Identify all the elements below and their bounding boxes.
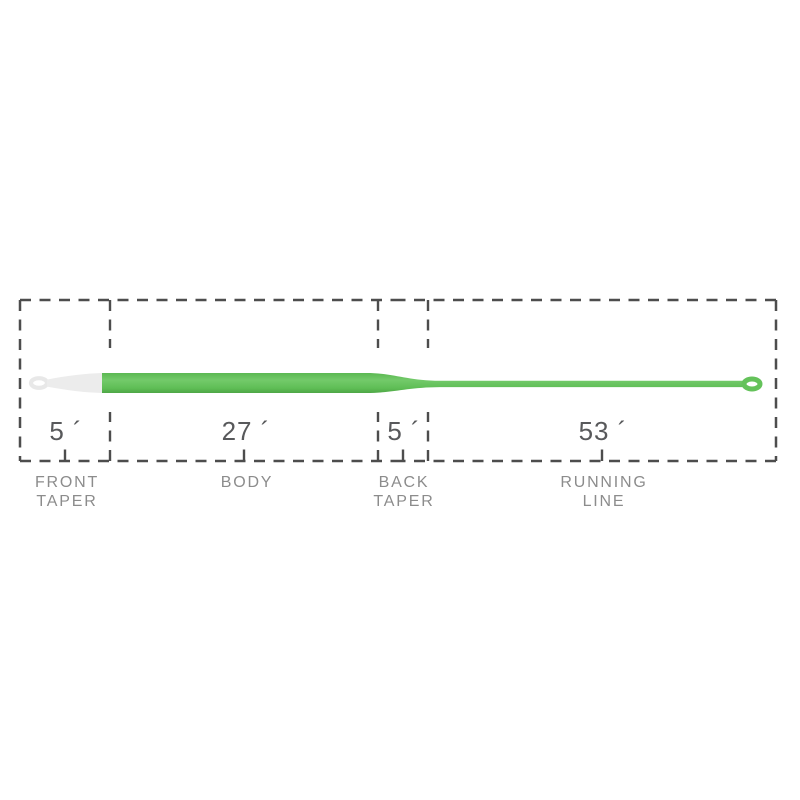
center-ticks — [63, 449, 604, 461]
front-taper-segment — [47, 373, 103, 393]
back-taper-length: 5 ´ — [387, 416, 421, 446]
measurement-box — [18, 298, 778, 463]
section-dividers — [108, 300, 430, 461]
back-taper-label: BACK TAPER — [373, 474, 435, 510]
body-label: BODY — [220, 474, 274, 491]
tip-loop-icon — [28, 376, 50, 390]
front-taper-length: 5 ´ — [49, 416, 83, 446]
running-line-label: RUNNING LINE — [560, 474, 648, 510]
body-length: 27 ´ — [221, 416, 271, 446]
rear-loop-icon — [741, 376, 763, 392]
front-taper-label: FRONT TAPER — [34, 474, 100, 510]
running-line-length: 53 ´ — [578, 416, 628, 446]
body-and-running-line-segment — [102, 373, 744, 393]
